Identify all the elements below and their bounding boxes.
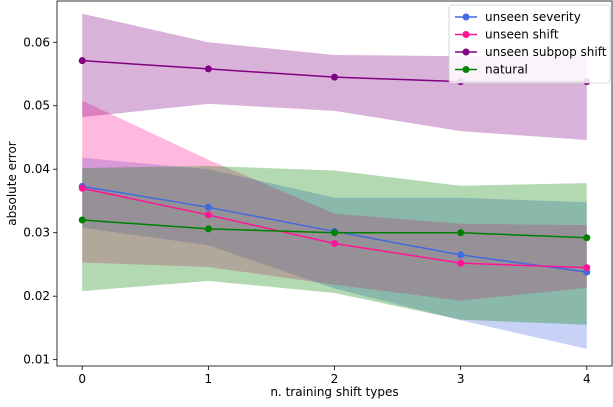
x-tick-label: 0 — [78, 372, 86, 386]
series-points — [78, 57, 591, 276]
data-point-1-4 — [583, 264, 591, 272]
data-point-1-2 — [331, 239, 338, 247]
data-point-3-0 — [78, 216, 86, 224]
data-point-0-3 — [457, 251, 465, 259]
band-1 — [82, 100, 587, 301]
x-tick-label: 1 — [205, 372, 213, 386]
data-point-0-1 — [204, 203, 212, 211]
x-tick-label: 3 — [457, 372, 465, 386]
data-point-3-3 — [457, 229, 465, 237]
x-axis-label: n. training shift types — [270, 385, 398, 399]
data-point-3-1 — [204, 225, 212, 233]
legend-swatch-marker — [462, 13, 470, 21]
y-tick-label: 0.03 — [23, 226, 50, 240]
legend-label: unseen severity — [485, 10, 581, 24]
legend-swatch-marker — [462, 66, 470, 73]
legend-label: natural — [485, 63, 528, 77]
y-axis-label: absolute error — [5, 141, 19, 226]
legend-swatch-marker — [462, 31, 470, 38]
data-point-1-1 — [204, 211, 212, 219]
legend-swatch-marker — [462, 48, 470, 56]
legend: unseen severity unseen shift unseen subpop… — [448, 4, 611, 84]
x-tick-label: 4 — [583, 372, 591, 386]
x-tick-label: 2 — [331, 372, 339, 386]
y-tick-label: 0.04 — [23, 162, 50, 176]
y-tick-label: 0.01 — [23, 353, 50, 367]
data-point-3-4 — [583, 234, 591, 242]
data-point-2-2 — [331, 73, 338, 81]
data-point-2-1 — [204, 65, 212, 73]
data-point-1-0 — [78, 184, 86, 192]
legend-label: unseen shift — [485, 28, 559, 42]
data-point-1-3 — [457, 259, 465, 267]
y-tick-label: 0.06 — [23, 35, 50, 49]
y-axis-ticks: 0.01 0.02 0.03 0.04 0.05 0.06 — [23, 35, 57, 367]
legend-box — [448, 4, 611, 84]
data-point-3-2 — [331, 229, 338, 237]
legend-label: unseen subpop shift — [485, 45, 607, 59]
y-tick-label: 0.05 — [23, 99, 50, 113]
x-axis-ticks: 0 1 2 3 4 — [78, 366, 591, 386]
data-point-2-0 — [78, 57, 86, 65]
y-tick-label: 0.02 — [23, 289, 50, 303]
